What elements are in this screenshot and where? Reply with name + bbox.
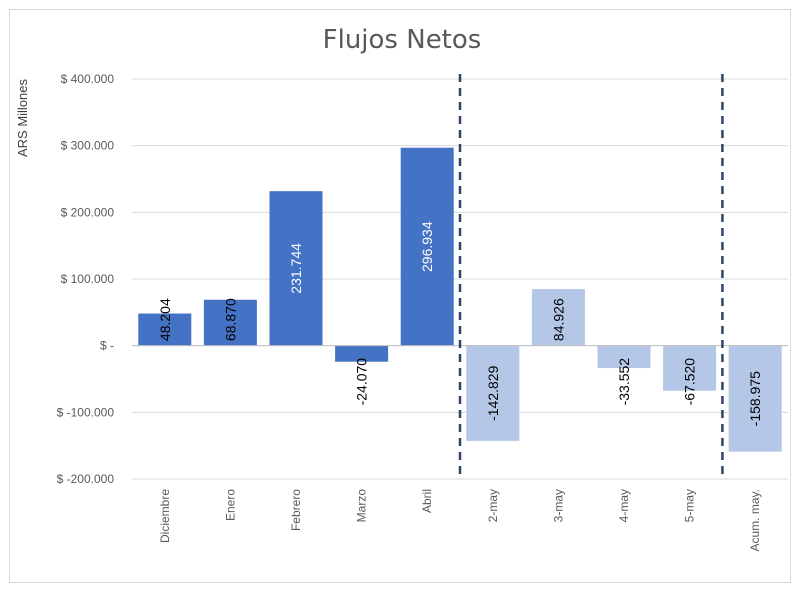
bars xyxy=(138,147,782,452)
y-tick-label: $ -100.000 xyxy=(57,405,115,419)
y-tick-label: $ 200.000 xyxy=(61,205,115,219)
x-tick-label: Enero xyxy=(223,489,237,521)
x-tick-label: Febrero xyxy=(289,489,303,531)
data-label: -24.070 xyxy=(354,358,370,406)
data-label: 296.934 xyxy=(419,221,435,272)
data-label: -158.975 xyxy=(747,371,763,426)
y-tick-label: $ 400.000 xyxy=(61,72,115,86)
data-label: 68.870 xyxy=(222,298,238,341)
bar xyxy=(728,345,782,452)
bar xyxy=(335,345,389,362)
data-label: -142.829 xyxy=(485,365,501,420)
data-label: 231.744 xyxy=(288,243,304,294)
bar xyxy=(400,147,454,346)
data-label: -33.552 xyxy=(616,358,632,406)
x-tick-label: Acum. may. xyxy=(748,489,762,551)
x-tick-label: 2-may xyxy=(486,489,500,522)
data-label: -67.520 xyxy=(682,358,698,406)
bar xyxy=(663,345,717,391)
bar xyxy=(138,313,192,346)
chart-frame xyxy=(9,9,791,583)
x-tick-label: Abril xyxy=(420,489,434,513)
x-tick-label: Marzo xyxy=(355,489,369,523)
x-tick-label: 3-may xyxy=(551,489,565,522)
y-tick-label: $ 100.000 xyxy=(61,272,115,286)
bar xyxy=(269,191,323,346)
bar xyxy=(203,299,257,346)
separator-lines xyxy=(458,74,724,479)
data-labels: 48.204 68.870 231.744 -24.070 296.934 -142.82… xyxy=(157,221,763,426)
gridlines xyxy=(132,78,788,480)
data-label: 48.204 xyxy=(157,298,173,341)
bar xyxy=(531,289,585,346)
y-tick-label: $ - xyxy=(100,339,114,353)
y-tick-label: $ 300.000 xyxy=(61,139,115,153)
x-tick-label: 4-may xyxy=(617,489,631,522)
x-tick-labels: Diciembre Enero Febrero Marzo Abril 2-may 3-ma… xyxy=(158,489,762,552)
chart-title: Flujos Netos xyxy=(323,25,482,55)
x-tick-label: 5-may xyxy=(683,489,697,522)
y-axis-label: ARS Millones xyxy=(15,78,30,157)
bar xyxy=(466,345,520,441)
x-tick-label: Diciembre xyxy=(158,489,172,543)
data-label: 84.926 xyxy=(550,298,566,341)
bar xyxy=(597,345,651,369)
y-tick-labels: $ 400.000 $ 300.000 $ 200.000 $ 100.000 $ - $… xyxy=(57,72,115,486)
y-tick-label: $ -200.000 xyxy=(57,472,115,486)
